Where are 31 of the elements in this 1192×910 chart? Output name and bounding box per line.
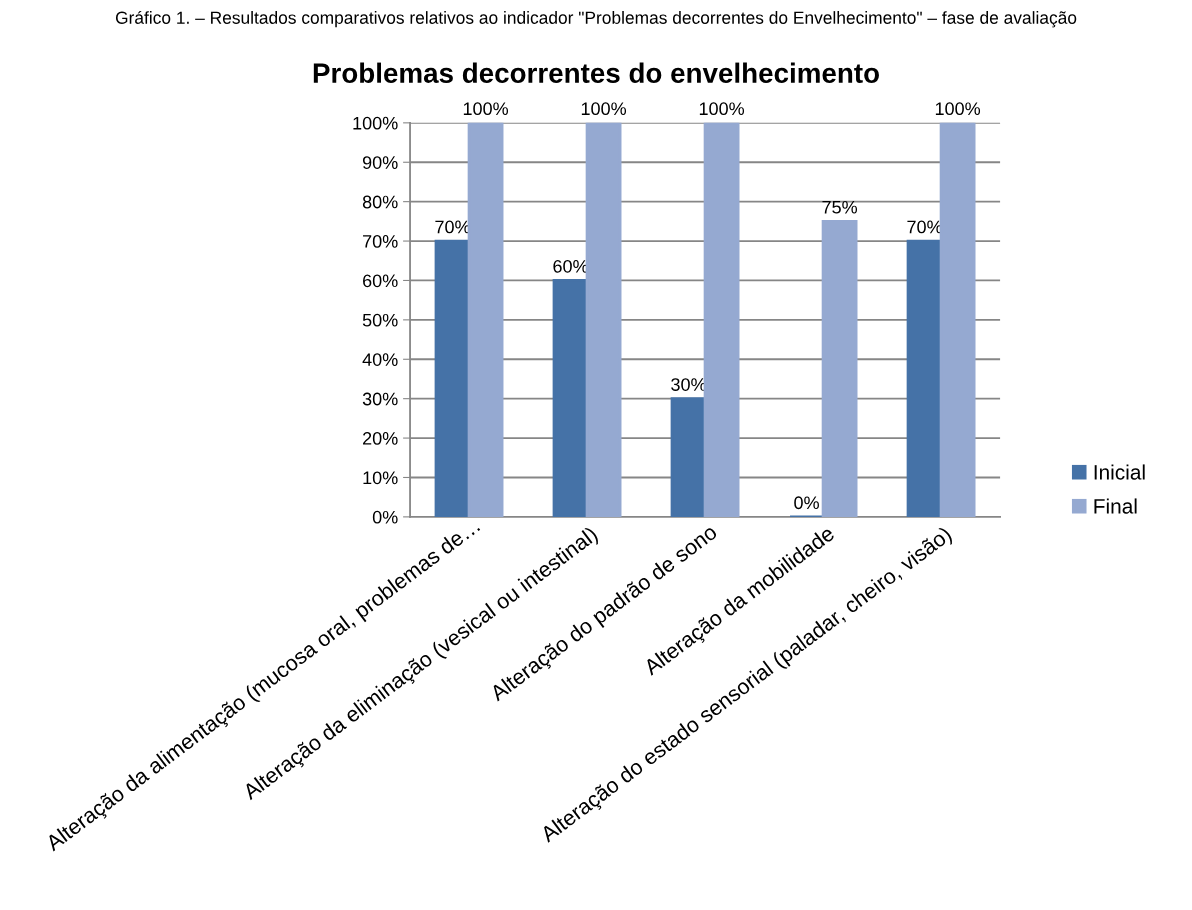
bar	[821, 219, 858, 517]
y-tick-label: 90%	[362, 156, 398, 169]
y-tick-label: 80%	[362, 195, 398, 209]
data-label: 30%	[671, 378, 706, 391]
y-tick-label: 0%	[372, 510, 398, 524]
bar	[703, 122, 740, 517]
bar	[670, 397, 707, 517]
bar	[585, 122, 622, 517]
y-tick-label: 70%	[363, 234, 398, 248]
chart-title: Problemas decorrentes do envelhecimento	[313, 62, 879, 83]
text: Gráfico 1. – Resultados comparativos relativos ao indicador "Problemas decorrentes do Envelhecimento" – fase de avaliação	[115, 10, 1077, 28]
data-label: 100%	[581, 102, 627, 116]
bar	[467, 122, 504, 517]
y-tick-label: 50%	[362, 313, 398, 327]
data-label: 100%	[463, 102, 509, 116]
y-tick-label: 60%	[363, 274, 398, 288]
bar	[434, 239, 471, 517]
legend-label: Final	[1094, 498, 1137, 514]
data-label: 100%	[935, 102, 981, 116]
data-label: 75%	[822, 200, 858, 214]
y-tick-label: 40%	[362, 353, 398, 366]
data-label: 0%	[794, 496, 819, 510]
data-label: 100%	[699, 102, 745, 116]
bar	[552, 279, 589, 517]
y-tick-label: 20%	[363, 432, 398, 445]
y-tick-label: 100%	[353, 116, 398, 130]
bar	[906, 239, 943, 517]
legend-label: Inicial	[1094, 464, 1145, 480]
y-tick-label: 10%	[363, 471, 398, 485]
y-tick-label: 30%	[362, 392, 398, 406]
bar	[939, 122, 976, 517]
